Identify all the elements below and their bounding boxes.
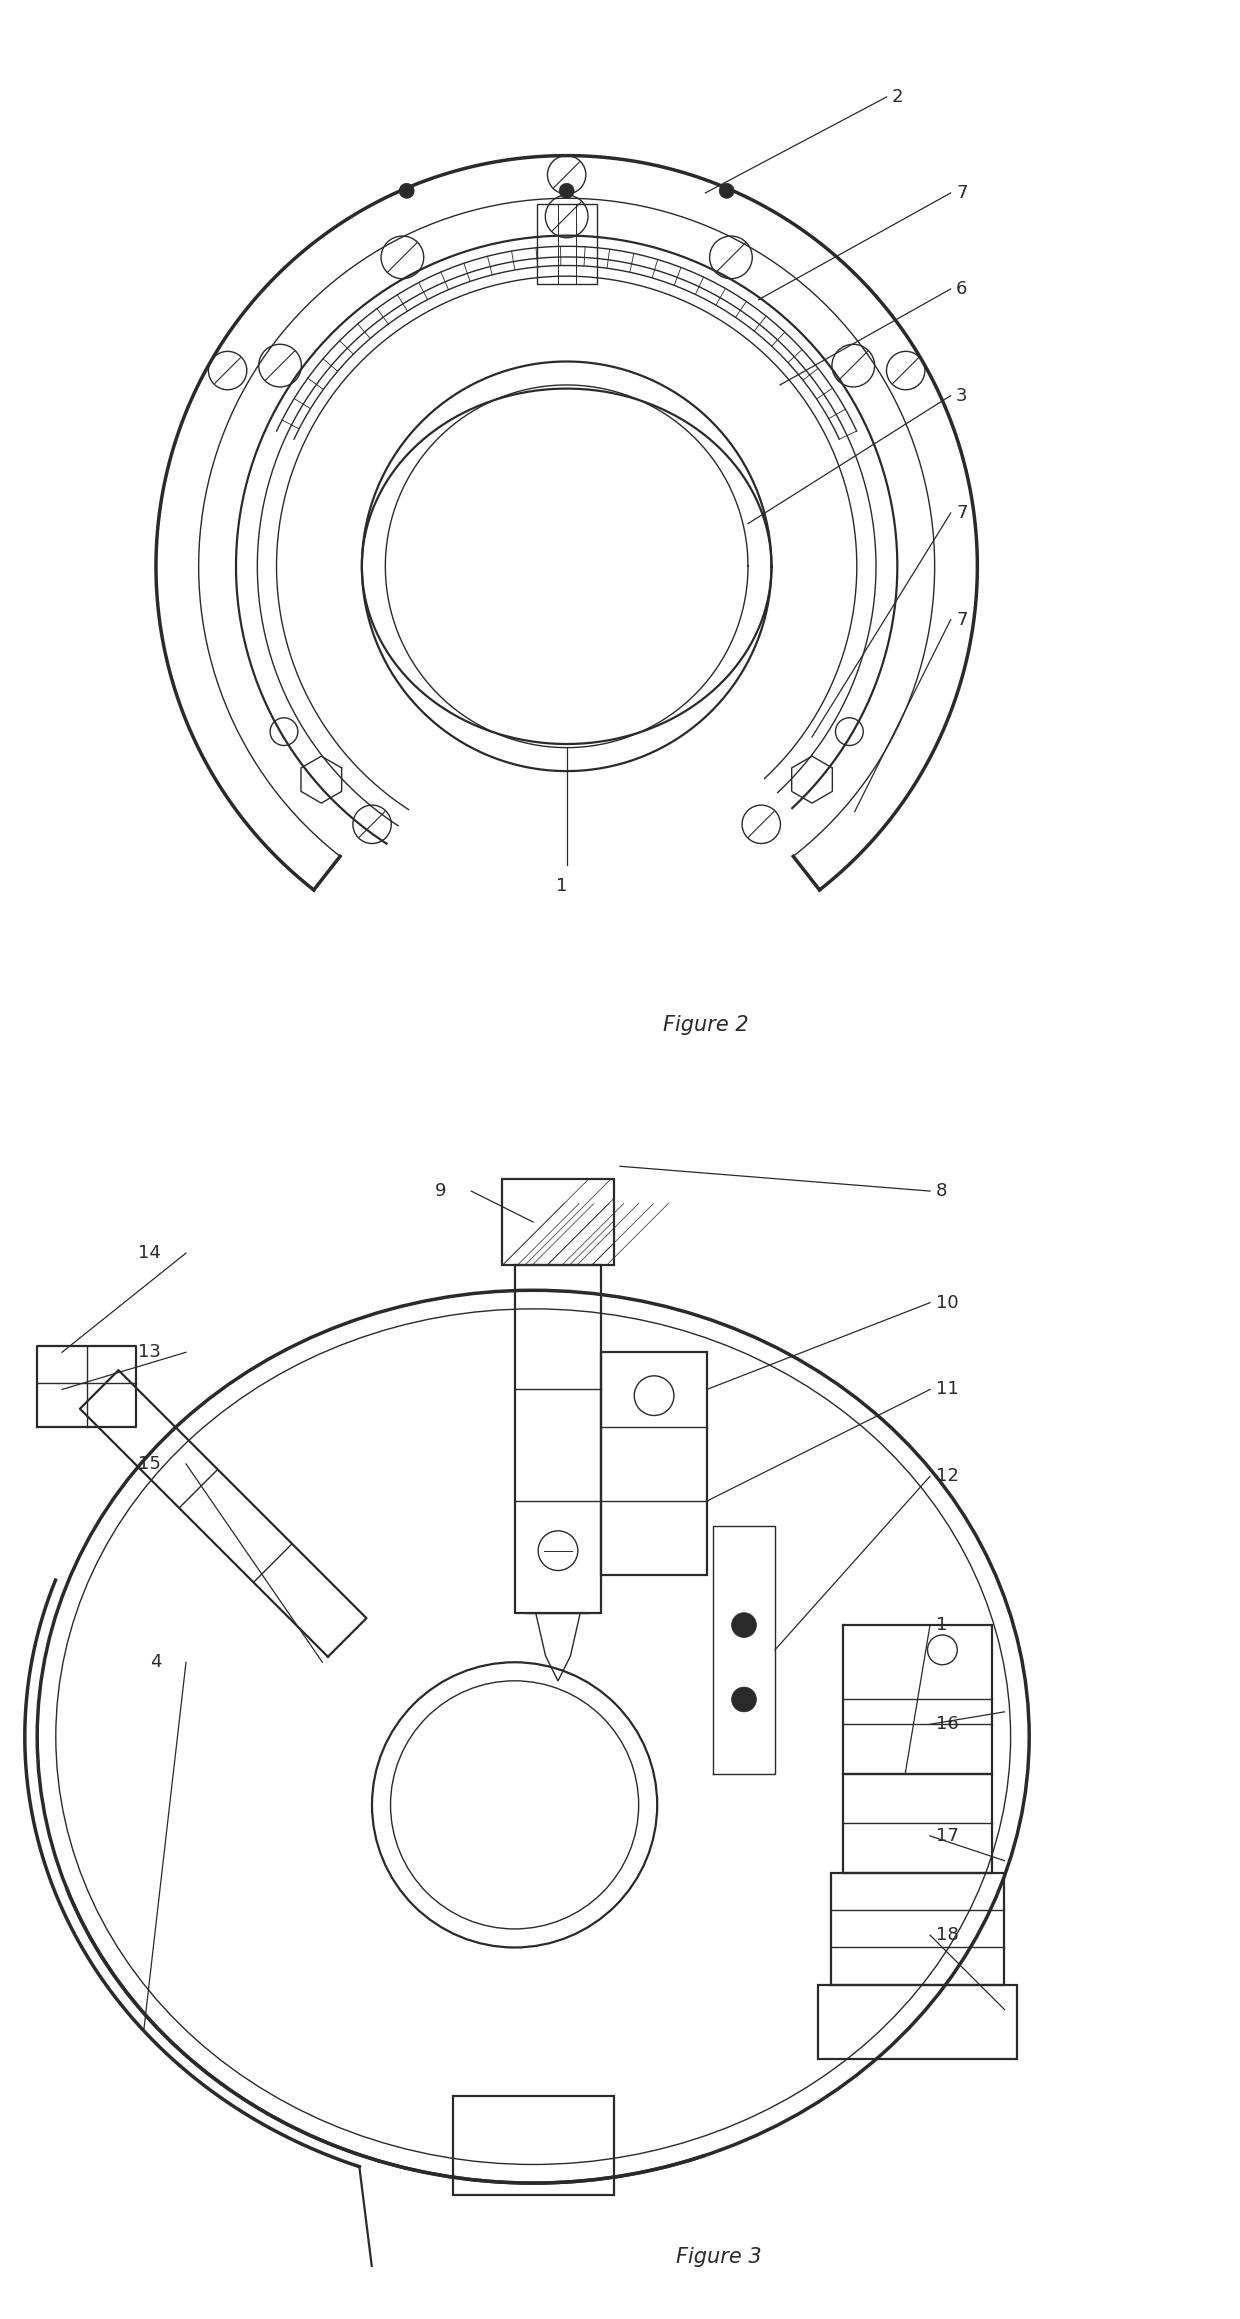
Circle shape xyxy=(732,1612,756,1637)
Text: 13: 13 xyxy=(139,1343,161,1361)
Text: 3: 3 xyxy=(956,387,967,404)
Text: Figure 2: Figure 2 xyxy=(662,1016,748,1034)
Bar xyxy=(818,1985,1017,2059)
Circle shape xyxy=(259,343,301,387)
Text: 12: 12 xyxy=(936,1468,959,1484)
Circle shape xyxy=(399,183,414,197)
Bar xyxy=(515,1266,601,1612)
Bar xyxy=(502,1178,614,1266)
Text: 16: 16 xyxy=(936,1716,959,1732)
Bar xyxy=(453,2096,614,2196)
Circle shape xyxy=(548,155,585,195)
Text: 6: 6 xyxy=(956,281,967,297)
Text: 1: 1 xyxy=(556,877,568,895)
Circle shape xyxy=(270,719,298,744)
Circle shape xyxy=(887,352,925,390)
Circle shape xyxy=(709,237,753,278)
Bar xyxy=(843,1626,992,1774)
Circle shape xyxy=(742,805,780,844)
Circle shape xyxy=(836,719,863,744)
Text: 8: 8 xyxy=(936,1183,947,1199)
Text: 11: 11 xyxy=(936,1380,959,1398)
Text: 7: 7 xyxy=(956,610,967,628)
Text: 9: 9 xyxy=(435,1183,446,1199)
Circle shape xyxy=(353,805,392,844)
Text: 17: 17 xyxy=(936,1827,959,1846)
Circle shape xyxy=(208,352,247,390)
Text: 10: 10 xyxy=(936,1294,959,1313)
Text: 2: 2 xyxy=(892,88,904,107)
Circle shape xyxy=(546,195,588,239)
Text: Figure 3: Figure 3 xyxy=(676,2247,763,2268)
Text: 18: 18 xyxy=(936,1927,959,1943)
Circle shape xyxy=(832,343,874,387)
Text: 7: 7 xyxy=(956,183,967,202)
Text: 15: 15 xyxy=(139,1454,161,1473)
Circle shape xyxy=(559,183,574,197)
Circle shape xyxy=(732,1688,756,1711)
Bar xyxy=(843,1774,992,1874)
Text: 7: 7 xyxy=(956,503,967,522)
Bar xyxy=(601,1352,707,1575)
Text: 14: 14 xyxy=(139,1243,161,1262)
Bar xyxy=(537,204,596,283)
Circle shape xyxy=(719,183,734,197)
Text: 4: 4 xyxy=(150,1653,161,1672)
Bar xyxy=(831,1874,1004,1985)
Circle shape xyxy=(381,237,424,278)
Text: 1: 1 xyxy=(936,1616,947,1635)
